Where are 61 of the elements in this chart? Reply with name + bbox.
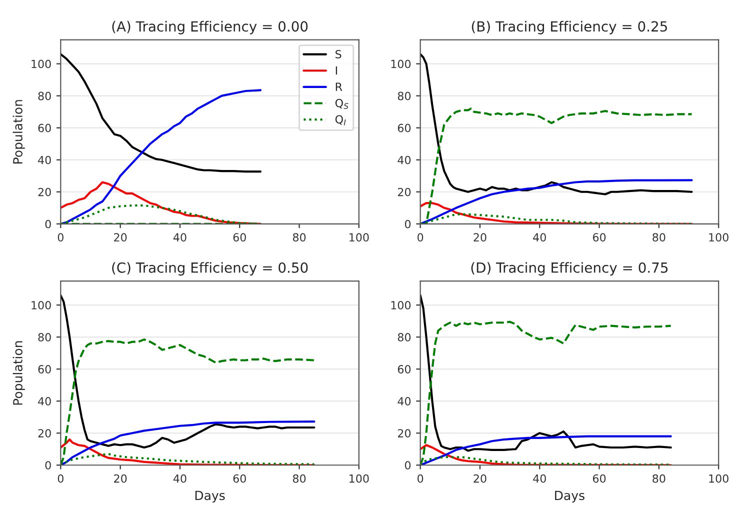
x-tick-label: 0	[58, 474, 64, 483]
x-tick-label: 60	[592, 233, 606, 242]
x-tick-label: 60	[592, 474, 606, 483]
y-tick-label: 80	[398, 92, 411, 100]
x-tick-label: 20	[114, 474, 127, 483]
x-tick-label: 80	[292, 474, 306, 483]
chart-title: (B) Tracing Efficiency = 0.25	[472, 20, 667, 34]
y-tick-label: 20	[398, 429, 411, 438]
x-axis-title: Days	[555, 490, 584, 503]
y-tick-label: 0	[404, 220, 411, 228]
y-tick-label: 40	[398, 397, 411, 406]
legend-label: R	[336, 82, 342, 91]
x-tick-label: 40	[173, 474, 186, 483]
y-tick-label: 40	[38, 397, 51, 406]
x-tick-label: 100	[350, 474, 369, 483]
chart-title: (D) Tracing Efficiency = 0.75	[471, 262, 668, 276]
legend-label: Q$_{S}$	[335, 98, 348, 109]
x-axis-title: Days	[195, 490, 225, 503]
y-tick-label: 60	[38, 124, 51, 132]
x-tick-label: 100	[709, 474, 728, 483]
y-tick-label: 100	[391, 301, 411, 310]
legend-label: Q$_{I}$	[335, 115, 346, 126]
legend-label: I	[336, 66, 337, 75]
y-tick-label: 40	[398, 156, 411, 164]
x-tick-label: 100	[350, 233, 369, 242]
y-tick-label: 80	[398, 333, 411, 342]
y-axis-title: Population	[12, 341, 25, 405]
y-tick-label: 100	[32, 60, 51, 68]
y-tick-label: 20	[38, 429, 51, 438]
x-tick-label: 80	[652, 474, 666, 483]
x-tick-label: 80	[652, 233, 666, 242]
chart-title: (C) Tracing Efficiency = 0.50	[112, 262, 308, 276]
x-tick-label: 0	[418, 233, 424, 242]
chart-title: (A) Tracing Efficiency = 0.00	[112, 20, 308, 34]
y-tick-label: 80	[38, 92, 51, 100]
x-tick-label: 20	[474, 474, 486, 483]
y-tick-label: 100	[32, 301, 51, 310]
y-tick-label: 60	[398, 124, 411, 132]
x-tick-label: 20	[474, 233, 486, 242]
y-tick-label: 100	[391, 60, 411, 68]
x-tick-label: 80	[292, 233, 306, 242]
y-tick-label: 80	[38, 333, 51, 342]
y-tick-label: 0	[45, 461, 51, 470]
x-tick-label: 20	[114, 233, 127, 242]
x-tick-label: 100	[709, 233, 728, 242]
x-tick-label: 40	[533, 474, 546, 483]
y-tick-label: 20	[38, 188, 51, 196]
x-tick-label: 60	[233, 233, 246, 242]
x-tick-label: 40	[173, 233, 186, 242]
y-tick-label: 0	[404, 461, 411, 470]
y-tick-label: 0	[45, 220, 51, 228]
x-tick-label: 0	[418, 474, 424, 483]
y-tick-label: 60	[38, 365, 51, 374]
x-tick-label: 40	[533, 233, 546, 242]
y-tick-label: 60	[398, 365, 411, 374]
x-tick-label: 0	[58, 233, 64, 242]
y-tick-label: 40	[38, 156, 51, 164]
legend-label: S	[336, 50, 342, 58]
x-tick-label: 60	[233, 474, 246, 483]
y-axis-title: Population	[12, 100, 25, 164]
y-tick-label: 20	[398, 188, 411, 196]
